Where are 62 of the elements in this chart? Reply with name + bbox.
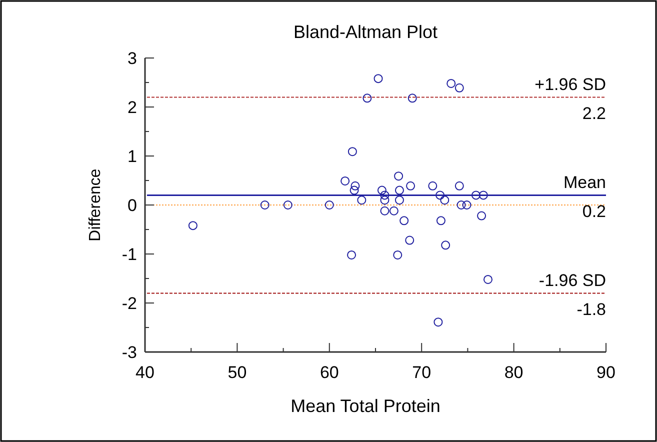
point bbox=[436, 190, 445, 200]
point bbox=[446, 78, 456, 88]
point bbox=[380, 190, 390, 200]
point bbox=[462, 200, 472, 210]
point bbox=[393, 250, 402, 260]
point bbox=[362, 94, 372, 103]
point bbox=[406, 181, 416, 190]
y-axis-title: Difference bbox=[87, 168, 104, 242]
point bbox=[394, 196, 404, 205]
point bbox=[456, 200, 466, 210]
point bbox=[400, 216, 409, 226]
y-tick-label: -3 bbox=[122, 343, 137, 362]
annotation: 0.2 bbox=[582, 202, 606, 222]
point bbox=[380, 196, 390, 205]
x-tick-label: 60 bbox=[320, 363, 339, 382]
point bbox=[436, 216, 446, 226]
point bbox=[377, 186, 386, 195]
x-axis-title: Mean Total Protein bbox=[290, 396, 440, 416]
point bbox=[350, 181, 360, 190]
point bbox=[347, 250, 356, 260]
point bbox=[477, 211, 486, 220]
point bbox=[340, 176, 350, 186]
x-tick-label: 40 bbox=[136, 363, 154, 382]
point bbox=[454, 181, 464, 190]
point bbox=[394, 186, 404, 195]
y-tick-label: -2 bbox=[122, 294, 137, 313]
ref-line-label: +1.96 SD bbox=[534, 75, 606, 94]
point bbox=[478, 190, 488, 200]
annotation: 2.2 bbox=[582, 104, 606, 124]
point bbox=[283, 200, 292, 210]
point bbox=[357, 196, 366, 205]
point bbox=[441, 240, 450, 250]
point bbox=[389, 206, 398, 216]
y-tick-label: -1 bbox=[122, 245, 137, 264]
x-tick-label: 70 bbox=[412, 363, 432, 382]
y-tick-label: 0 bbox=[128, 196, 137, 215]
y-tick-label: 1 bbox=[128, 147, 137, 166]
point bbox=[188, 221, 198, 230]
chart-title: Bland-Altman Plot bbox=[293, 22, 438, 42]
x-tick-label: 90 bbox=[596, 363, 616, 382]
point bbox=[324, 200, 334, 210]
point bbox=[408, 94, 417, 103]
annotation: -1.8 bbox=[576, 300, 606, 320]
x-tick-label: 80 bbox=[504, 363, 524, 382]
point bbox=[483, 274, 492, 284]
ref-line-label: Mean bbox=[563, 173, 606, 192]
point bbox=[380, 206, 390, 216]
point bbox=[374, 74, 383, 84]
y-tick-label: 3 bbox=[128, 49, 137, 68]
point bbox=[440, 196, 450, 205]
point bbox=[472, 190, 480, 200]
point bbox=[260, 200, 270, 210]
point bbox=[348, 147, 357, 156]
point bbox=[428, 181, 438, 190]
point bbox=[350, 186, 359, 195]
x-tick-label: 50 bbox=[228, 363, 247, 382]
point bbox=[434, 318, 443, 327]
point bbox=[394, 172, 404, 181]
point bbox=[454, 83, 464, 92]
point bbox=[405, 236, 414, 245]
ref-line-label: -1.96 SD bbox=[538, 271, 606, 290]
y-tick-label: 2 bbox=[128, 98, 137, 117]
